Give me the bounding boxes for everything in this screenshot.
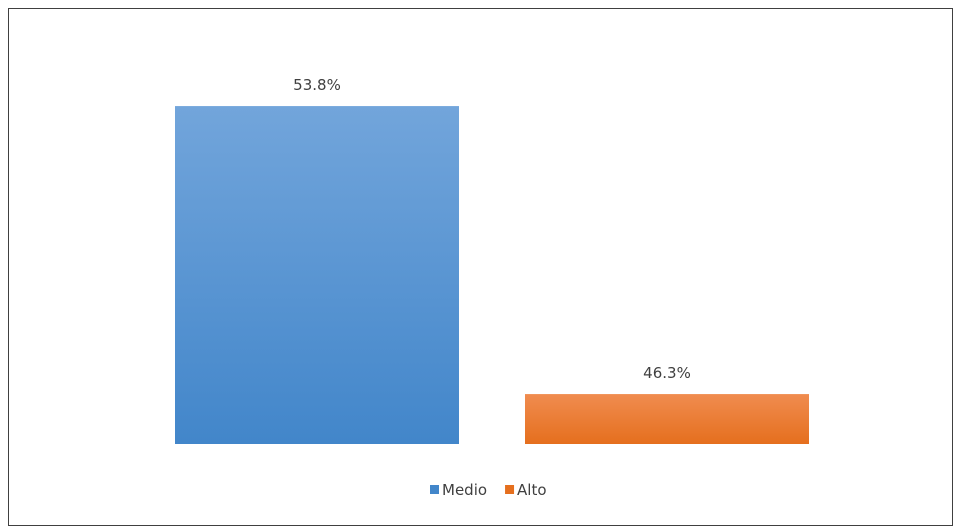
- bars-layer: [175, 106, 809, 444]
- data-label-alto: 46.3%: [643, 364, 691, 382]
- legend-swatch-alto: [505, 485, 515, 494]
- legend: Medio Alto: [430, 481, 547, 499]
- legend-swatch-medio: [430, 485, 439, 494]
- bar-medio: [175, 106, 459, 444]
- bar-alto: [525, 394, 809, 444]
- data-labels-layer: 53.8% 46.3%: [293, 76, 691, 382]
- data-label-medio: 53.8%: [293, 76, 341, 94]
- legend-label-alto: Alto: [517, 481, 547, 499]
- legend-label-medio: Medio: [442, 481, 487, 499]
